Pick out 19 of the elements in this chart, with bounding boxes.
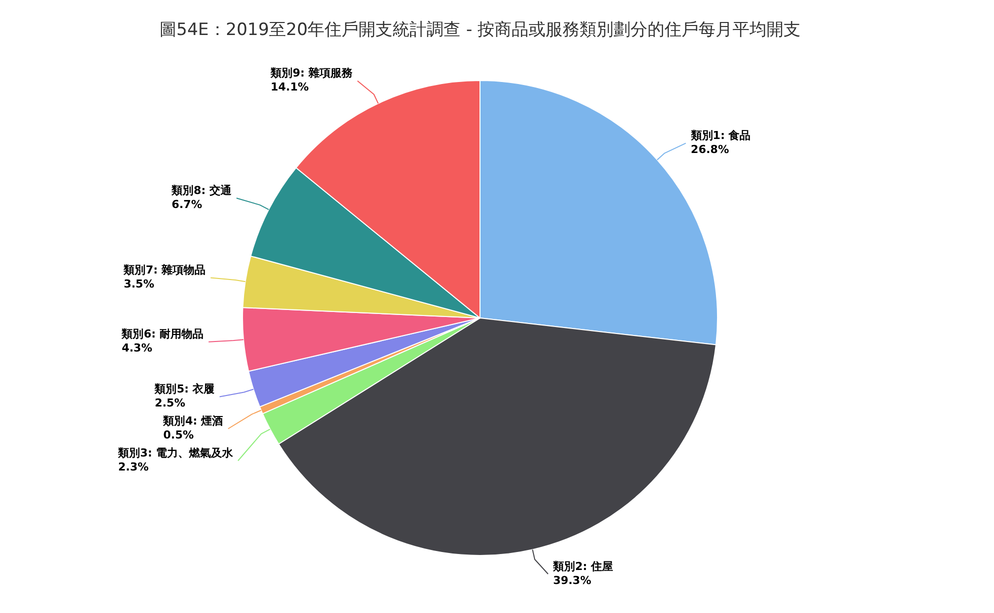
- slice-label: 類別7: 雜項物品: [122, 264, 206, 277]
- data-label: 14.1%: [270, 80, 309, 94]
- slice-label: 類別3: 電力、燃氣及水: [117, 446, 234, 460]
- data-label: 2.3%: [118, 460, 149, 474]
- data-label: 0.5%: [163, 428, 194, 442]
- slice-label: 類別1: 食品: [690, 129, 751, 142]
- slice-label: 類別9: 雜項服務: [270, 66, 354, 80]
- slice-label: 類別6: 耐用物品: [120, 328, 204, 341]
- slice-label: 類別4: 煙酒: [162, 414, 224, 428]
- chart-title: 圖54E：2019至20年住戶開支統計調查 - 按商品或服務類別劃分的住戶每月平均開支: [158, 19, 802, 41]
- data-label: 26.8%: [690, 143, 729, 156]
- data-label: 4.3%: [122, 342, 152, 355]
- data-label: 39.3%: [553, 574, 592, 587]
- slice-label: 類別2: 住屋: [552, 560, 613, 573]
- slice-label: 類別5: 衣履: [154, 382, 215, 396]
- data-label: 6.7%: [172, 198, 202, 211]
- slice-label: 類別8: 交通: [170, 184, 232, 197]
- data-label: 3.5%: [124, 278, 154, 291]
- data-label: 2.5%: [154, 396, 186, 410]
